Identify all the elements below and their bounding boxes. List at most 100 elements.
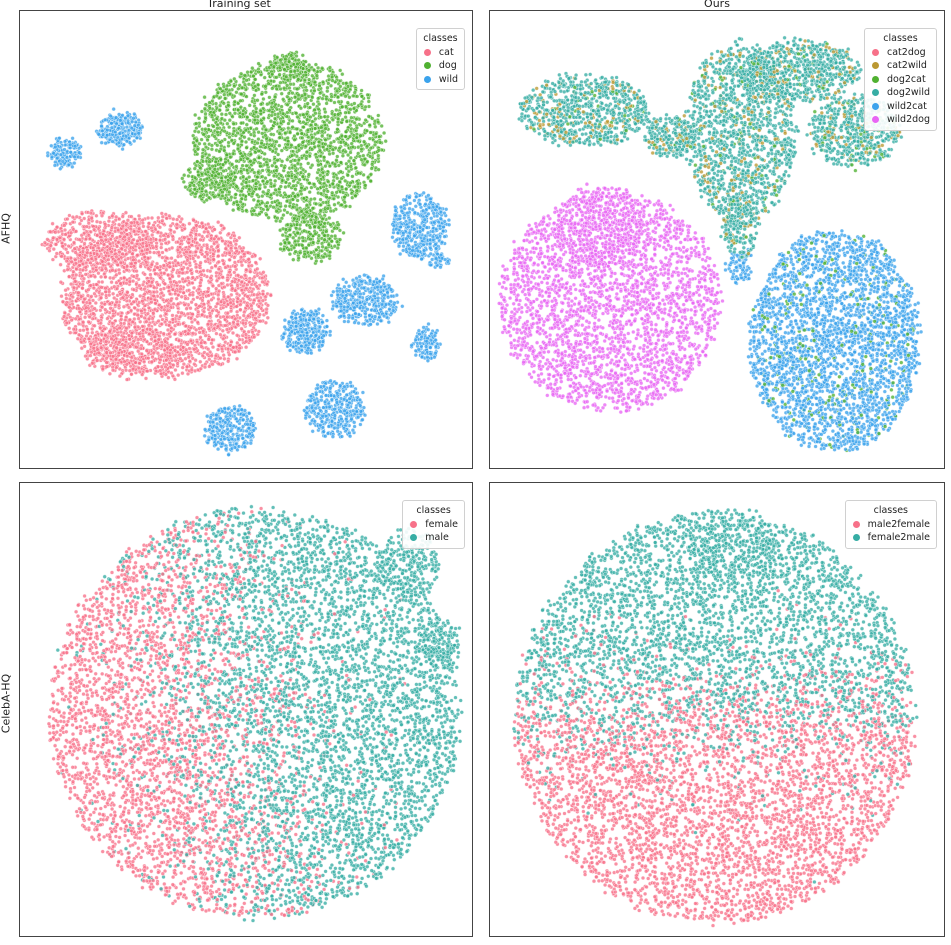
scatter-point <box>260 131 265 136</box>
scatter-point <box>141 233 146 238</box>
scatter-point <box>186 275 191 280</box>
scatter-point <box>198 359 203 364</box>
scatter-point <box>223 323 228 328</box>
scatter-point <box>170 274 175 279</box>
scatter-point <box>91 346 96 351</box>
scatter-point <box>237 346 242 351</box>
scatter-point <box>244 286 249 291</box>
scatter-point <box>366 175 371 180</box>
scatter-point <box>153 301 158 306</box>
scatter-point <box>206 123 211 128</box>
scatter-point <box>174 225 179 230</box>
scatter-point <box>124 241 130 246</box>
scatter-point <box>378 140 383 145</box>
scatter-point <box>206 322 211 327</box>
scatter-point <box>318 208 323 213</box>
scatter-point <box>199 221 204 226</box>
scatter-point <box>103 289 108 294</box>
scatter-point <box>143 376 149 381</box>
scatter-point <box>106 219 111 224</box>
scatter-point <box>173 353 178 358</box>
scatter-point <box>331 196 336 201</box>
scatter-point <box>64 302 69 307</box>
scatter-point <box>164 267 169 272</box>
scatter-point <box>82 297 87 302</box>
scatter-point <box>283 184 288 190</box>
scatter-point <box>77 247 82 252</box>
scatter-point <box>224 201 229 206</box>
scatter-point <box>163 212 168 217</box>
scatter-point <box>189 367 194 372</box>
scatter-point <box>310 135 315 140</box>
scatter-point <box>117 249 122 255</box>
scatter-point <box>107 301 113 306</box>
scatter-point <box>171 217 176 222</box>
scatter-point <box>232 233 237 238</box>
scatter-point <box>252 93 257 98</box>
scatter-point <box>261 96 266 102</box>
scatter-point <box>313 122 318 127</box>
scatter-point <box>60 244 65 249</box>
scatter-point <box>198 366 203 371</box>
scatter-point <box>163 339 168 344</box>
scatter-plot <box>40 50 452 457</box>
scatter-point <box>100 366 105 371</box>
scatter-point <box>83 236 89 242</box>
scatter-point <box>141 224 146 229</box>
scatter-point <box>228 300 233 305</box>
scatter-point <box>91 311 96 316</box>
scatter-point <box>216 253 221 259</box>
scatter-point <box>198 280 203 285</box>
scatter-point <box>189 271 194 276</box>
scatter-point <box>63 232 68 237</box>
scatter-point <box>59 294 64 299</box>
scatter-point <box>186 355 191 360</box>
scatter-point <box>85 257 91 262</box>
scatter-point <box>131 367 136 372</box>
scatter-point <box>106 257 111 262</box>
scatter-point <box>103 333 108 338</box>
scatter-point <box>313 116 318 121</box>
scatter-point <box>117 374 122 379</box>
scatter-point <box>82 344 87 349</box>
scatter-point <box>58 262 63 267</box>
scatter-point <box>81 328 86 333</box>
scatter-point <box>227 111 232 116</box>
scatter-point <box>295 161 300 166</box>
scatter-point <box>344 186 349 192</box>
scatter-point <box>197 330 202 335</box>
scatter-point <box>205 246 210 251</box>
scatter-point <box>279 91 284 96</box>
scatter-point <box>182 235 187 240</box>
scatter-point <box>135 308 140 313</box>
scatter-point <box>171 363 176 368</box>
scatter-point <box>245 70 250 75</box>
scatter-point <box>202 365 208 370</box>
scatter-point <box>83 315 88 320</box>
scatter-point <box>187 359 192 364</box>
scatter-point <box>199 344 204 349</box>
scatter-point <box>129 240 134 245</box>
scatter-point <box>325 89 330 94</box>
scatter-point <box>317 139 322 145</box>
scatter-point <box>206 347 211 352</box>
scatter-point <box>237 337 242 342</box>
scatter-point <box>239 71 244 76</box>
scatter-point <box>230 162 235 167</box>
scatter-point <box>137 259 142 264</box>
scatter-point <box>218 332 223 337</box>
row-label-afhq: AFHQ <box>0 169 13 289</box>
scatter-point <box>235 130 240 136</box>
scatter-point <box>88 341 93 347</box>
scatter-point <box>103 237 108 242</box>
scatter-point <box>316 65 321 70</box>
scatter-point <box>187 250 193 255</box>
scatter-point <box>223 246 228 251</box>
scatter-point <box>117 325 122 331</box>
scatter-point <box>146 279 151 284</box>
scatter-point <box>343 134 348 139</box>
scatter-point <box>302 104 307 109</box>
scatter-point <box>155 346 160 351</box>
scatter-point <box>220 258 225 263</box>
scatter-point <box>345 100 350 105</box>
